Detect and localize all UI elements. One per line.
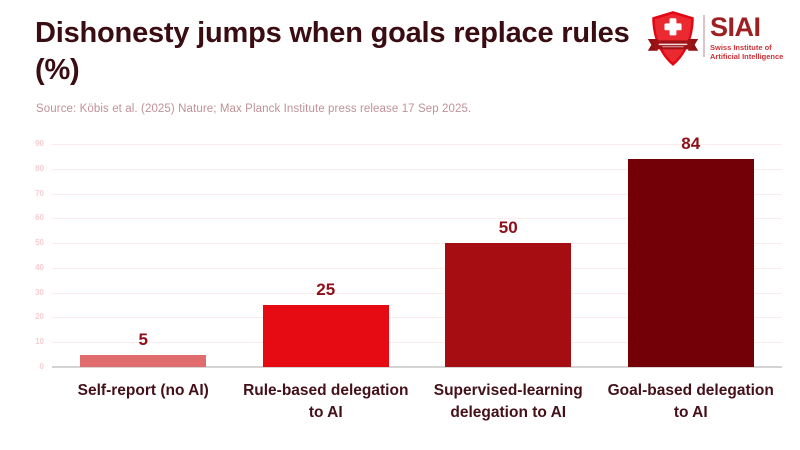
grid-line (52, 267, 782, 269)
y-tick-label: 10 (35, 337, 44, 347)
y-tick-label: 20 (35, 312, 44, 322)
grid-line (52, 292, 782, 294)
logo-text: SIAI Swiss Institute of Artificial Intel… (710, 9, 783, 62)
logo-org-line1: Swiss Institute of (710, 43, 772, 52)
bar (80, 354, 207, 367)
bar-value-label: 84 (681, 133, 701, 153)
x-category-label: Goal-based delegation to AI (607, 382, 774, 421)
grid-line (52, 193, 782, 195)
bar (262, 305, 389, 367)
grid-line (52, 342, 782, 344)
source-citation: Source: Köbis et al. (2025) Nature; Max … (36, 103, 472, 115)
x-category-label: Rule-based delegation to AI (243, 382, 409, 421)
logo-divider (703, 15, 705, 57)
y-tick-label: 0 (39, 362, 44, 371)
y-tick-label: 90 (35, 139, 44, 148)
grid-line (52, 144, 782, 145)
y-tick-label: 30 (35, 287, 44, 297)
swiss-shield-icon (647, 11, 699, 67)
grid-line (52, 168, 782, 170)
x-category-label: Self-report (no AI) (77, 382, 209, 399)
grid-line (52, 317, 782, 319)
bar-value-label: 25 (316, 280, 336, 300)
y-tick-label: 70 (35, 188, 44, 198)
logo-acronym: SIAI (710, 12, 761, 42)
bar (627, 158, 754, 367)
plot-area: 5 25 50 84 (52, 134, 782, 368)
logo-org-line2: Artificial Intelligence (710, 52, 784, 61)
logo-org-name: Swiss Institute of Artificial Intelligen… (710, 43, 783, 61)
y-tick-label: 80 (35, 163, 44, 173)
y-tick-label: 50 (35, 238, 44, 248)
y-tick-label: 40 (35, 262, 44, 272)
page-title: Dishonesty jumps when goals replace rule… (35, 17, 630, 87)
bar-chart: 5 25 50 84 0 10 20 30 40 50 60 70 80 90 Self-report (… (0, 130, 800, 440)
x-category-label: Supervised-learning delegation to AI (433, 382, 583, 421)
x-axis-line (52, 366, 782, 368)
grid-line (52, 218, 782, 220)
siai-logo: SIAI Swiss Institute of Artificial Intel… (646, 9, 796, 71)
bar-value-label: 5 (138, 329, 148, 349)
bar (445, 243, 572, 367)
grid-line (52, 243, 782, 245)
bar-value-label: 50 (498, 218, 518, 238)
y-tick-label: 60 (35, 213, 44, 223)
